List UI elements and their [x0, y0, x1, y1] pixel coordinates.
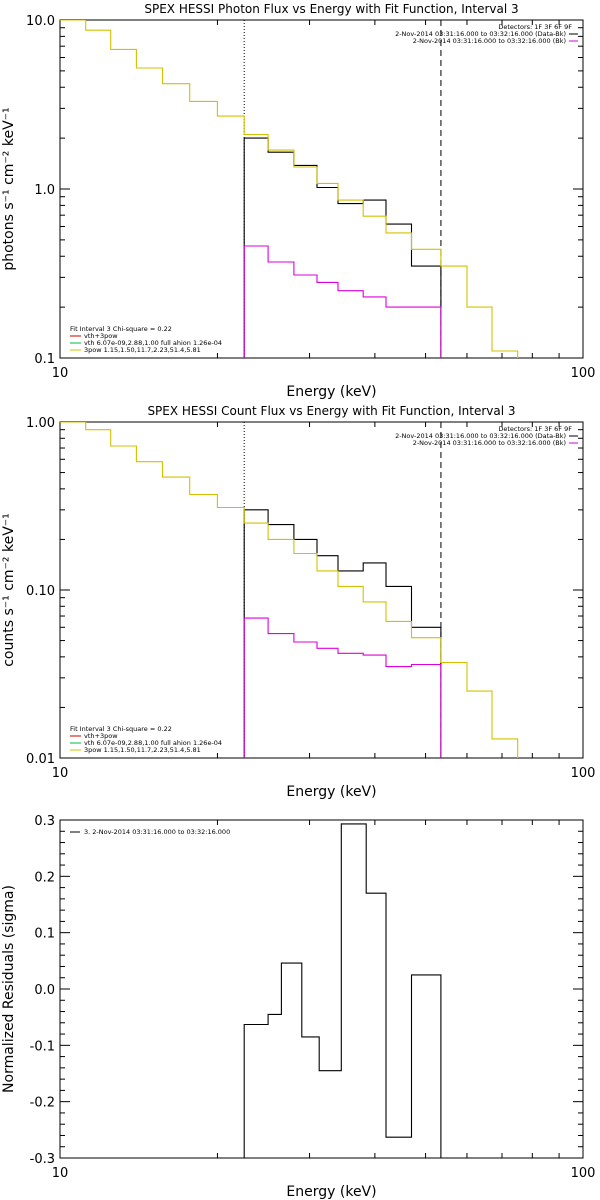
data-layer: [60, 422, 519, 758]
x-tick-label: 100: [571, 366, 596, 381]
y-tick-label: -0.2: [30, 1096, 55, 1111]
legend-entry: vth+3pow: [84, 332, 118, 340]
legend-entry: 3pow 1.15,1.50,11.7,2.23,51.4,5.81: [84, 346, 201, 354]
x-axis-label: Energy (keV): [286, 784, 376, 800]
y-axis-label: photons s⁻¹ cm⁻² keV⁻¹: [1, 107, 17, 270]
x-tick-label: 10: [52, 766, 69, 781]
legend-entry: Detectors: 1F 3F 6F 9F: [498, 23, 572, 31]
series-line: [243, 617, 442, 758]
legend-entry: 2-Nov-2014 03:31:16.000 to 03:32:16.000 …: [395, 30, 566, 38]
plot-frame: [59, 421, 584, 759]
legend-entry: vth 6.07e-09,2.88,1.00 full ahion 1.26e-…: [84, 739, 222, 747]
series-line: [60, 422, 519, 758]
y-tick-label: -0.1: [30, 1039, 55, 1054]
legend-entry: vth 6.07e-09,2.88,1.00 full ahion 1.26e-…: [84, 339, 222, 347]
x-axis-label: Energy (keV): [286, 1184, 376, 1200]
y-axis-label: Normalized Residuals (sigma): [1, 885, 17, 1093]
y-tick-label: 0.1: [34, 927, 55, 942]
plot-frame: [59, 819, 584, 1159]
legend-entry: 3pow 1.15,1.50,11.7,2.23,51.4,5.81: [84, 746, 201, 754]
plot-frame: [59, 19, 584, 359]
legend-entry: vth+3pow: [84, 732, 118, 740]
legend-entry: 2-Nov-2014 03:31:16.000 to 03:32:16.000 …: [395, 432, 566, 440]
y-axis-label: counts s⁻¹ cm⁻² keV⁻¹: [1, 513, 17, 667]
series-line: [243, 245, 442, 358]
y-tick-label: 0.2: [34, 870, 55, 885]
y-tick-label: 1.00: [26, 416, 55, 431]
y-tick-label: 0.0: [34, 983, 55, 998]
series-line: [60, 20, 519, 358]
chart-title: SPEX HESSI Count Flux vs Energy with Fit…: [147, 404, 515, 418]
series-line: [243, 823, 442, 1158]
x-tick-label: 100: [571, 1166, 596, 1181]
y-tick-label: -0.3: [30, 1152, 55, 1167]
data-layer: [243, 823, 442, 1158]
legend-entry: Fit Interval 3 Chi-square = 0.22: [70, 325, 172, 333]
y-tick-label: 10.0: [26, 14, 55, 29]
x-tick-label: 10: [52, 1166, 69, 1181]
legend-entry: 2-Nov-2014 03:31:16.000 to 03:32:16.000 …: [413, 439, 566, 447]
photon-flux-panel: SPEX HESSI Photon Flux vs Energy with Fi…: [1, 2, 595, 400]
legend-entry: Fit Interval 3 Chi-square = 0.22: [70, 725, 172, 733]
data-layer: [60, 20, 519, 358]
y-tick-label: 0.01: [26, 752, 55, 767]
y-tick-label: 1.0: [34, 183, 55, 198]
legend-entry: 3. 2-Nov-2014 03:31:16.000 to 03:32:16.0…: [84, 828, 230, 836]
x-tick-label: 10: [52, 366, 69, 381]
legend-entry: Detectors: 1F 3F 6F 9F: [498, 425, 572, 433]
series-line: [243, 509, 442, 758]
x-tick-label: 100: [571, 766, 596, 781]
x-axis-label: Energy (keV): [286, 384, 376, 400]
legend-entry: 2-Nov-2014 03:31:16.000 to 03:32:16.000 …: [413, 37, 566, 45]
y-tick-label: 0.10: [26, 584, 55, 599]
chart-title: SPEX HESSI Photon Flux vs Energy with Fi…: [144, 2, 518, 16]
y-tick-label: 0.3: [34, 814, 55, 829]
y-tick-label: 0.1: [34, 352, 55, 367]
count-flux-panel: SPEX HESSI Count Flux vs Energy with Fit…: [1, 404, 595, 800]
residuals-panel: 10 100 Energy (keV) -0.3 -0.2 -0.1 0.0 0.1 0.2 0.…: [1, 814, 595, 1200]
